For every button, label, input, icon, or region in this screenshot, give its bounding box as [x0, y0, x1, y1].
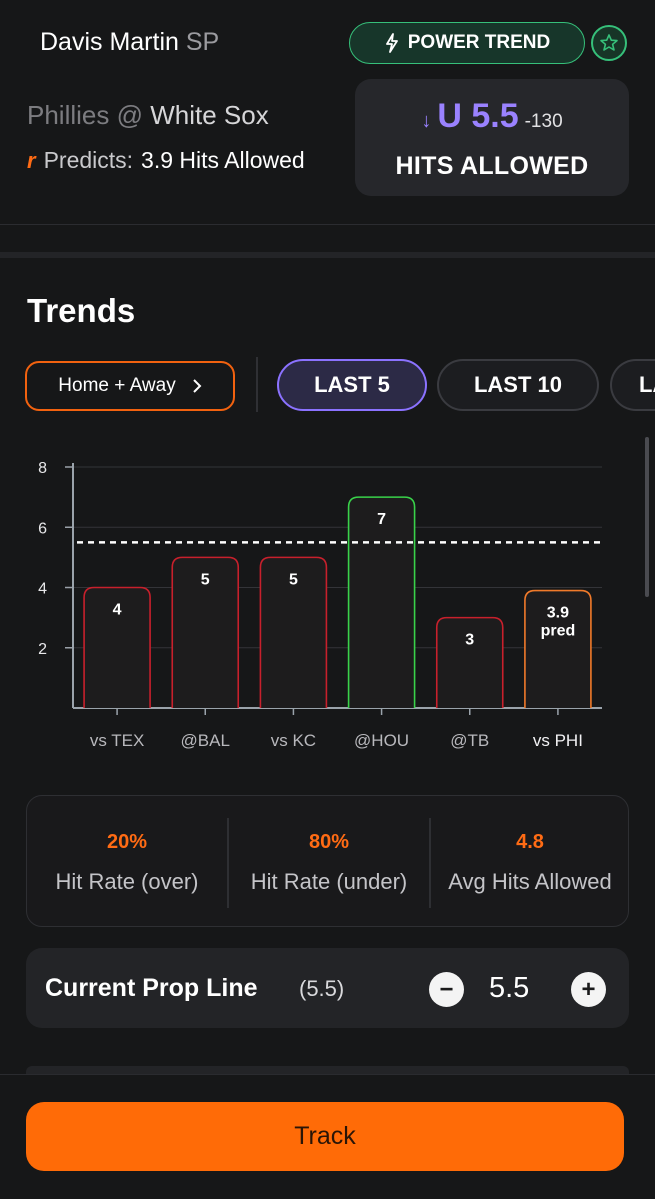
track-button[interactable]: Track: [26, 1102, 624, 1171]
stat-value: 80%: [308, 831, 350, 853]
bolt-icon: [385, 33, 398, 53]
y-tick-label: 2: [38, 641, 47, 658]
bar-value-label: 5: [201, 571, 210, 588]
arrow-down-icon: ↓: [421, 110, 432, 132]
bar: [347, 496, 416, 708]
tab-last-10[interactable]: LAST 10: [437, 359, 599, 411]
plus-icon: +: [581, 975, 596, 1003]
bar-value-label: 3.9: [547, 605, 569, 622]
tab-last-20[interactable]: LAST 20: [610, 359, 655, 411]
tab-label: LAST 10: [473, 372, 563, 397]
bar-pred-label: pred: [541, 623, 576, 640]
track-label: Track: [294, 1122, 356, 1150]
bar: [524, 589, 592, 708]
x-tick-label: @BAL: [181, 731, 230, 750]
tab-label: LAST 5: [314, 372, 390, 397]
x-tick-label: @TB: [450, 731, 489, 750]
prediction: r Predicts: 3.9 Hits Allowed: [27, 147, 305, 174]
predicts-value: 3.9 Hits Allowed: [141, 147, 305, 173]
matchup: Phillies @ White Sox: [27, 100, 269, 131]
decrement-button[interactable]: −: [429, 972, 464, 1007]
stat-value: 4.8: [516, 831, 544, 853]
scrollbar[interactable]: [645, 437, 649, 597]
player-name: Davis Martin SP: [40, 28, 219, 57]
bar: [83, 586, 151, 708]
stat-hit-rate-over: 20% Hit Rate (over): [27, 796, 227, 926]
bar-value-label: 4: [113, 602, 122, 619]
predicts-label: Predicts:: [43, 147, 134, 173]
bar: [171, 556, 240, 708]
home-team: White Sox: [150, 100, 269, 130]
brand-logo-icon: r: [27, 147, 36, 173]
star-icon[interactable]: [591, 25, 627, 61]
prop-line-original: (5.5): [299, 976, 345, 1001]
prop-line-value: 5.5: [489, 972, 530, 1004]
line-stat-label: HITS ALLOWED: [395, 152, 589, 180]
stat-hit-rate-under: 80% Hit Rate (under): [229, 796, 429, 926]
stats-card: 20% Hit Rate (over) 80% Hit Rate (under)…: [26, 795, 629, 927]
x-tick-label: vs KC: [271, 731, 316, 750]
away-team: Phillies @: [27, 100, 143, 130]
tab-last-5[interactable]: LAST 5: [277, 359, 427, 411]
x-tick-label: vs TEX: [90, 731, 144, 750]
x-tick-label: vs PHI: [533, 731, 583, 750]
line-odds: -130: [524, 111, 563, 132]
power-trend-badge[interactable]: POWER TREND: [349, 22, 585, 64]
stat-separator: [227, 818, 229, 908]
player-position: SP: [185, 28, 220, 56]
tab-label: LAST 20: [639, 372, 655, 397]
stat-label: Avg Hits Allowed: [448, 869, 612, 894]
bar: [435, 616, 504, 708]
line-value: U 5.5: [437, 97, 519, 135]
stat-avg-hits: 4.8 Avg Hits Allowed: [431, 796, 629, 926]
stat-value: 20%: [106, 831, 148, 853]
filter-label: Home + Away: [58, 375, 176, 396]
stat-label: Hit Rate (under): [250, 869, 408, 894]
y-tick-label: 8: [38, 460, 47, 477]
bar-value-label: 3: [465, 632, 474, 649]
minus-icon: −: [439, 975, 454, 1003]
bar: [259, 556, 328, 708]
bar-value-label: 7: [377, 511, 386, 528]
y-tick-label: 6: [38, 520, 47, 537]
prop-line-card[interactable]: ↓ U 5.5 -130 HITS ALLOWED: [355, 79, 629, 196]
prop-line-label: Current Prop Line: [45, 974, 258, 1002]
power-trend-label: POWER TREND: [407, 32, 551, 53]
increment-button[interactable]: +: [571, 972, 606, 1007]
divider: [0, 224, 655, 225]
section-divider: [0, 252, 655, 258]
home-away-filter-button[interactable]: Home + Away: [25, 361, 235, 411]
player-name-text: Davis Martin: [40, 28, 179, 56]
x-tick-label: @HOU: [354, 731, 409, 750]
y-tick-label: 4: [38, 581, 47, 598]
tab-separator: [256, 357, 258, 412]
stat-separator: [429, 818, 431, 908]
stat-label: Hit Rate (over): [55, 869, 199, 894]
chevron-right-icon: [192, 379, 202, 393]
current-prop-line: Current Prop Line (5.5) − 5.5 +: [26, 948, 629, 1028]
bar-value-label: 5: [289, 571, 298, 588]
trends-title: Trends: [27, 292, 136, 329]
